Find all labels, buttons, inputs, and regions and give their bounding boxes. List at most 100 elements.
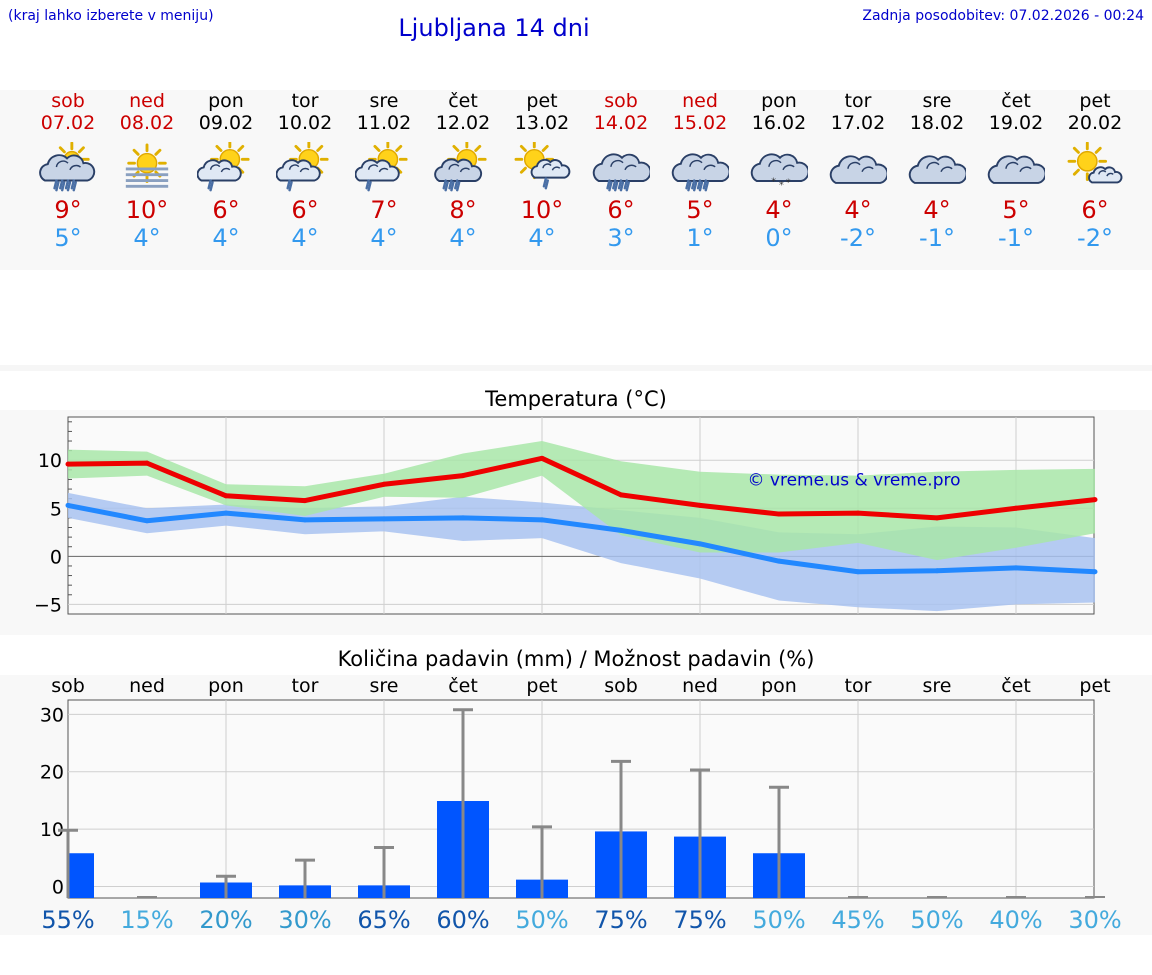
precipitation-probability: 75% bbox=[594, 906, 647, 934]
max-temperature: 8° bbox=[449, 196, 477, 224]
cloud-detail bbox=[299, 167, 310, 173]
precipitation-probability: 30% bbox=[278, 906, 331, 934]
min-temperature: 4° bbox=[212, 224, 240, 252]
day-date: 19.02 bbox=[988, 112, 1044, 134]
sun-ray bbox=[474, 144, 482, 152]
cloud-detail bbox=[861, 166, 874, 173]
sun-cloud-light-rain-icon bbox=[276, 142, 329, 192]
point-max bbox=[855, 510, 861, 516]
min-temperature: 4° bbox=[528, 224, 556, 252]
rain-drop bbox=[544, 179, 549, 190]
cloud-detail bbox=[1106, 172, 1114, 177]
rain-drop bbox=[59, 179, 64, 190]
max-temperature: 6° bbox=[1081, 196, 1109, 224]
point-max bbox=[776, 511, 782, 517]
cloud-detail bbox=[1005, 161, 1019, 169]
cloud-rain-icon bbox=[592, 153, 650, 192]
line-min bbox=[67, 502, 1096, 575]
min-temperature: -2° bbox=[1077, 224, 1113, 252]
page-title: Ljubljana 14 dni bbox=[398, 14, 590, 42]
cloud-detail bbox=[551, 166, 561, 171]
sun-ray bbox=[294, 144, 302, 152]
rain-drop bbox=[70, 179, 75, 190]
cloud-detail bbox=[926, 161, 940, 169]
y-tick-label: 10 bbox=[38, 450, 62, 472]
min-temperature: 1° bbox=[686, 224, 714, 252]
cloud-detail bbox=[542, 163, 552, 169]
rain-drop bbox=[702, 179, 707, 190]
point-max bbox=[934, 515, 940, 521]
point-min bbox=[539, 517, 545, 523]
point-max bbox=[460, 473, 466, 479]
sun-cloud-light-rain-icon bbox=[197, 142, 250, 192]
point-min bbox=[1092, 569, 1098, 575]
day-name: pet bbox=[526, 90, 558, 112]
y-tick-label: 30 bbox=[40, 704, 64, 726]
cloud-shape bbox=[39, 154, 96, 182]
precipitation-bar bbox=[68, 853, 94, 898]
day-forecast: ned 15.02 5° 1° bbox=[660, 90, 740, 252]
rain-drop bbox=[207, 179, 212, 190]
y-tick-label: 10 bbox=[40, 819, 64, 841]
precipitation-probability: 20% bbox=[199, 906, 252, 934]
cloud-icon bbox=[908, 155, 966, 184]
day-date: 10.02 bbox=[277, 112, 333, 134]
day-forecast: pet 13.02 10° 4° bbox=[502, 90, 582, 252]
cloud-detail bbox=[624, 164, 637, 171]
precipitation-probability: 60% bbox=[436, 906, 489, 934]
cloud-rain-icon bbox=[671, 153, 729, 192]
cloud-shape bbox=[355, 159, 400, 182]
x-tick-label: sob bbox=[604, 675, 638, 697]
point-max bbox=[697, 502, 703, 508]
plot-area bbox=[67, 699, 1095, 899]
y-tick-label: 0 bbox=[52, 877, 64, 899]
precipitation-probability: 50% bbox=[752, 906, 805, 934]
point-max bbox=[381, 481, 387, 487]
cloud-detail bbox=[940, 166, 953, 173]
last-update: Zadnja posodobitev: 07.02.2026 - 00:24 bbox=[862, 8, 1144, 24]
day-date: 17.02 bbox=[830, 112, 886, 134]
rain-sun-icon bbox=[39, 142, 96, 192]
day-forecast: sre 18.02 4° -1° bbox=[897, 90, 977, 252]
sun-ray bbox=[58, 146, 66, 154]
rain-drop bbox=[72, 181, 77, 192]
precipitation-probability: 65% bbox=[357, 906, 410, 934]
cloud-shape bbox=[750, 153, 808, 182]
rain-drop bbox=[704, 181, 709, 192]
cloud-detail bbox=[378, 167, 389, 173]
cloud-shape bbox=[276, 159, 321, 182]
day-name: ned bbox=[129, 90, 165, 112]
cloud-shape bbox=[1088, 166, 1123, 184]
sun-ray bbox=[395, 144, 403, 152]
sun-ray bbox=[1094, 146, 1102, 154]
cloud-snow-icon: * * * bbox=[750, 153, 808, 191]
rain-sun-icon bbox=[39, 142, 96, 192]
rain-drop bbox=[66, 181, 72, 192]
point-max bbox=[1013, 505, 1019, 511]
cloud-detail bbox=[1098, 170, 1107, 175]
snowflake: * bbox=[771, 176, 776, 187]
point-max bbox=[65, 461, 71, 467]
cloud-snow-icon: * * * bbox=[750, 153, 808, 191]
day-date: 14.02 bbox=[593, 112, 649, 134]
point-min bbox=[144, 518, 150, 524]
max-temperature: 7° bbox=[370, 196, 398, 224]
precipitation-probability: 75% bbox=[673, 906, 726, 934]
day-name: ned bbox=[682, 90, 718, 112]
x-tick-label: pet bbox=[526, 675, 557, 697]
max-temperature: 10° bbox=[125, 196, 169, 224]
precipitation-probability: 50% bbox=[910, 906, 963, 934]
y-tick-label: −5 bbox=[34, 594, 62, 616]
rain-drop bbox=[367, 181, 372, 192]
region-menu-note: (kraj lahko izberete v meniju) bbox=[8, 8, 214, 24]
precipitation-probability: 55% bbox=[41, 906, 94, 934]
day-forecast: tor 10.02 6° 4° bbox=[265, 90, 345, 252]
cloud-detail bbox=[209, 164, 221, 170]
sun-small-cloud-icon bbox=[1067, 142, 1123, 184]
max-temperature: 4° bbox=[765, 196, 793, 224]
rain-drop bbox=[64, 179, 70, 190]
day-name: sob bbox=[604, 90, 638, 112]
cloud-detail bbox=[367, 164, 379, 170]
day-forecast: sre 11.02 7° 4° bbox=[344, 90, 424, 252]
min-temperature: -1° bbox=[998, 224, 1034, 252]
